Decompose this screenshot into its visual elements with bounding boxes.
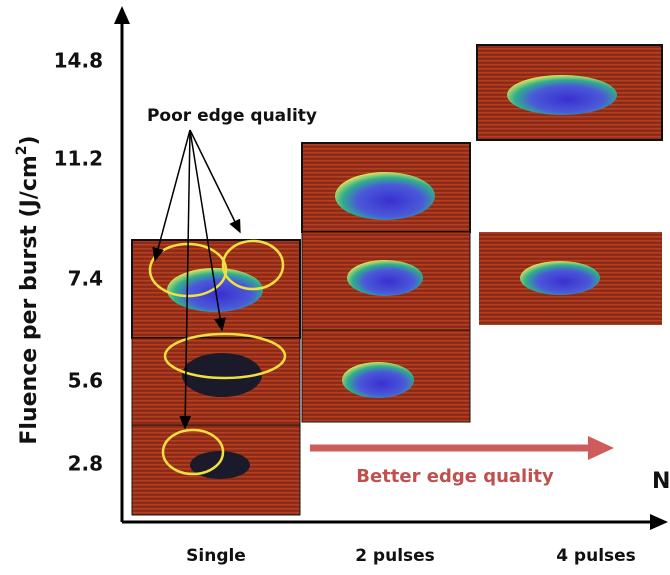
pointer-lines (152, 129, 241, 430)
y-tick-label: 14.8 (54, 49, 103, 73)
trend-arrow-head (588, 436, 614, 460)
x-category: 4 pulses (556, 546, 636, 566)
y-tick-label: 11.2 (54, 147, 103, 171)
y-tick-label: 7.4 (68, 267, 103, 291)
y-axis-title: Fluence per burst (J/cm2) (14, 135, 42, 444)
y-arrow (114, 6, 130, 24)
thumbnails (131, 44, 663, 516)
x-category: 2 pulses (355, 546, 435, 566)
x-arrow (650, 514, 668, 530)
x-axis-label: N (652, 469, 670, 494)
x-category: Single (186, 546, 246, 566)
y-tick-label: 2.8 (68, 452, 103, 476)
y-tick-label: 5.6 (68, 369, 103, 393)
better-annotation: Better edge quality (356, 466, 554, 487)
poor-annotation: Poor edge quality (147, 106, 317, 126)
